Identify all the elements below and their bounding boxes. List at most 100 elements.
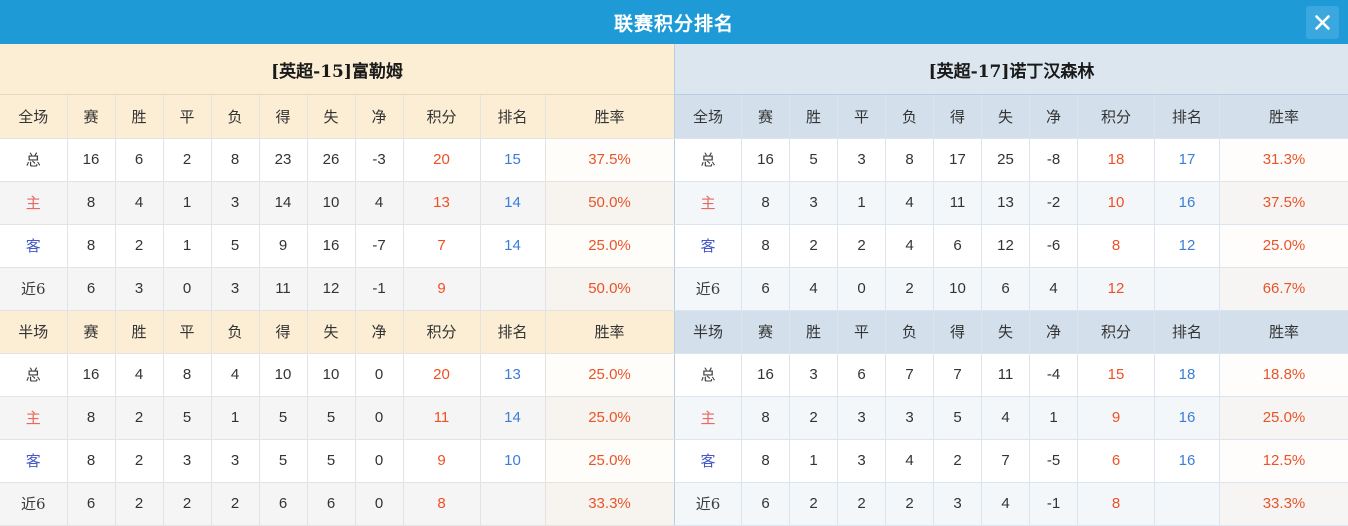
cell-win-rate: 50.0%: [545, 181, 674, 224]
cell-points: 8: [1078, 224, 1155, 267]
column-header: 失: [307, 310, 355, 353]
cell-win: 2: [790, 396, 838, 439]
cell-goals-for: 6: [259, 482, 307, 525]
cell-goals-against: 4: [982, 396, 1030, 439]
cell-played: 6: [67, 267, 115, 310]
cell-win: 5: [790, 138, 838, 181]
cell-draw: 3: [838, 138, 886, 181]
cell-goal-diff: -5: [1030, 439, 1078, 482]
cell-points: 11: [403, 396, 480, 439]
close-button[interactable]: [1306, 6, 1339, 39]
column-header: 失: [982, 95, 1030, 138]
page-title: 联赛积分排名: [614, 9, 734, 36]
cell-rank: 13: [480, 353, 545, 396]
row-label-away: 客: [0, 224, 67, 267]
row-label-last6: 近6: [675, 267, 742, 310]
row-label-total: 总: [0, 138, 67, 181]
cell-win-rate: 66.7%: [1220, 267, 1348, 310]
column-header: 净: [355, 310, 403, 353]
cell-draw: 2: [838, 224, 886, 267]
cell-draw: 0: [163, 267, 211, 310]
cell-win-rate: 33.3%: [1220, 482, 1348, 525]
cell-draw: 8: [163, 353, 211, 396]
cell-points: 10: [1078, 181, 1155, 224]
row-label-home: 主: [0, 396, 67, 439]
column-header: 积分: [403, 95, 480, 138]
cell-played: 8: [742, 224, 790, 267]
cell-win: 2: [115, 224, 163, 267]
cell-draw: 1: [163, 181, 211, 224]
cell-points: 7: [403, 224, 480, 267]
column-header: 胜: [115, 95, 163, 138]
cell-goals-against: 7: [982, 439, 1030, 482]
cell-played: 8: [742, 396, 790, 439]
column-header: 赛: [67, 95, 115, 138]
cell-goal-diff: -1: [355, 267, 403, 310]
cell-points: 9: [403, 267, 480, 310]
cell-loss: 8: [886, 138, 934, 181]
column-header: 负: [886, 95, 934, 138]
cell-win-rate: 25.0%: [545, 396, 674, 439]
cell-draw: 2: [163, 138, 211, 181]
cell-win-rate: 12.5%: [1220, 439, 1348, 482]
column-header: 胜: [790, 310, 838, 353]
cell-win-rate: 25.0%: [1220, 396, 1348, 439]
cell-played: 6: [742, 482, 790, 525]
cell-loss: 2: [886, 267, 934, 310]
column-header: 积分: [403, 310, 480, 353]
section-header-row: 全场赛胜平负得失净积分排名胜率: [675, 95, 1348, 138]
section-header-row: 全场赛胜平负得失净积分排名胜率: [0, 95, 674, 138]
column-header: 胜率: [545, 310, 674, 353]
cell-goals-for: 5: [259, 439, 307, 482]
column-header: 负: [211, 95, 259, 138]
row-label-home: 主: [675, 181, 742, 224]
row-label-home: 主: [0, 181, 67, 224]
cell-played: 8: [67, 224, 115, 267]
cell-goal-diff: -6: [1030, 224, 1078, 267]
column-header: 赛: [67, 310, 115, 353]
cell-played: 16: [67, 353, 115, 396]
column-header: 失: [982, 310, 1030, 353]
cell-loss: 2: [886, 482, 934, 525]
cell-goals-for: 10: [934, 267, 982, 310]
cell-win: 2: [790, 224, 838, 267]
team-name-left: [英超-15]富勒姆: [0, 44, 674, 95]
cell-win: 3: [115, 267, 163, 310]
column-header: 净: [1030, 95, 1078, 138]
cell-rank: 16: [1155, 181, 1220, 224]
cell-played: 8: [67, 396, 115, 439]
column-header: 净: [355, 95, 403, 138]
cell-win: 1: [790, 439, 838, 482]
cell-goals-against: 25: [982, 138, 1030, 181]
cell-points: 18: [1078, 138, 1155, 181]
column-header: 胜: [790, 95, 838, 138]
cell-draw: 3: [838, 439, 886, 482]
cell-goal-diff: -1: [1030, 482, 1078, 525]
cell-draw: 3: [163, 439, 211, 482]
column-header: 失: [307, 95, 355, 138]
cell-points: 12: [1078, 267, 1155, 310]
cell-points: 8: [403, 482, 480, 525]
row-label-total: 总: [0, 353, 67, 396]
cell-win: 2: [115, 482, 163, 525]
cell-goal-diff: 4: [355, 181, 403, 224]
cell-rank: 16: [1155, 439, 1220, 482]
row-label-away: 客: [675, 224, 742, 267]
cell-goal-diff: 0: [355, 353, 403, 396]
cell-goals-against: 4: [982, 482, 1030, 525]
cell-goal-diff: -7: [355, 224, 403, 267]
cell-goals-against: 12: [307, 267, 355, 310]
cell-played: 16: [742, 353, 790, 396]
column-header: 赛: [742, 95, 790, 138]
column-header: 负: [211, 310, 259, 353]
